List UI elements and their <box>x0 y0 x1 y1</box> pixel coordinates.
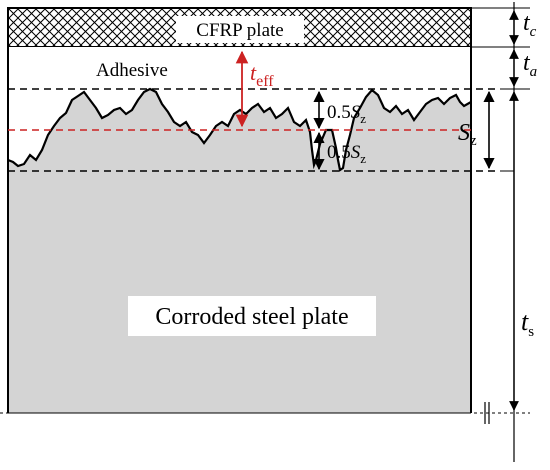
ta-label: ta <box>523 50 537 80</box>
t-eff-label: teff <box>250 60 274 90</box>
adhesive-label: Adhesive <box>96 60 168 81</box>
rough-surface-profile <box>7 87 472 172</box>
cfrp-label-box <box>176 16 304 43</box>
steel-plate-label: Corroded steel plate <box>155 304 348 330</box>
half-sz-lower-label: 0.5Sz <box>327 142 366 166</box>
half-sz-upper-label: 0.5Sz <box>327 102 366 126</box>
tc-label: tc <box>523 10 537 40</box>
ts-label: ts <box>521 307 534 340</box>
break-mark-icon <box>484 402 490 424</box>
steel-label-box <box>128 296 376 336</box>
sz-label: Sz <box>458 120 477 149</box>
corroded-steel-plate <box>8 89 471 413</box>
cfrp-plate-label: CFRP plate <box>196 20 283 41</box>
